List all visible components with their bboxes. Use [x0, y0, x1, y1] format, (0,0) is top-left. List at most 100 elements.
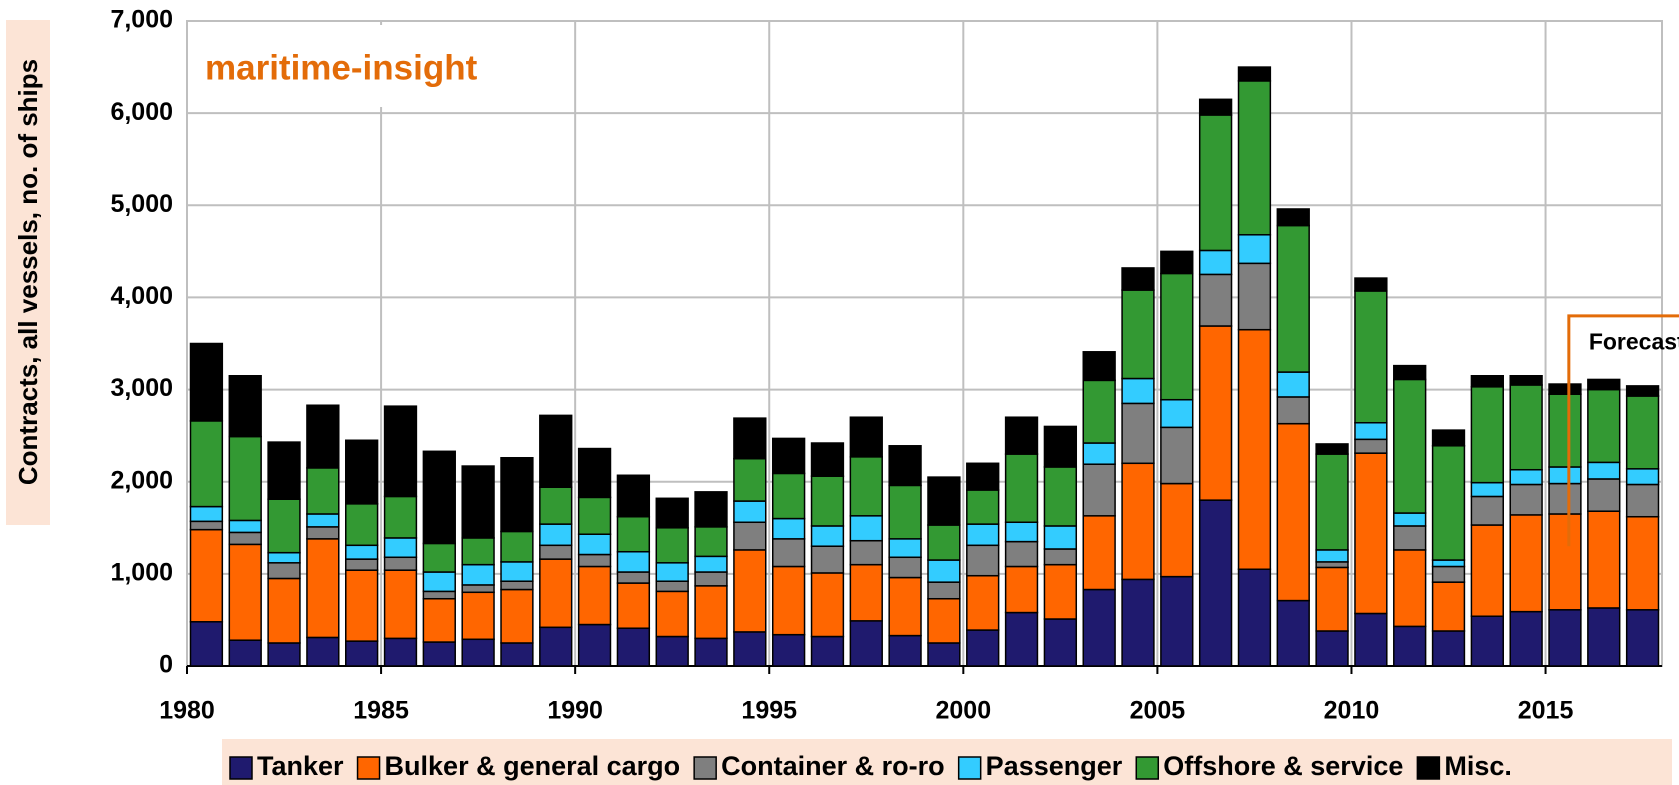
bar-segment [345, 544, 379, 560]
bar-segment [1276, 224, 1310, 373]
bar-segment [1043, 548, 1078, 566]
bar-segment [577, 565, 612, 626]
bar-segment [500, 580, 534, 591]
bar-segment [1548, 466, 1582, 485]
legend-swatch [356, 756, 381, 780]
bar-segment [539, 523, 573, 547]
bar-segment [1431, 565, 1466, 583]
bar-segment [733, 521, 767, 551]
x-tick-label: 1985 [353, 697, 409, 725]
bar-segment [966, 489, 1000, 525]
bar-segment [616, 582, 651, 629]
bar-segment [345, 503, 379, 547]
bar-segment [1276, 371, 1310, 398]
y-tick-label: 1,000 [110, 558, 173, 586]
bar-segment [888, 576, 922, 637]
bar-segment [1160, 272, 1194, 401]
bar-segment [810, 525, 845, 547]
bar-segment [1431, 630, 1466, 667]
bar-segment [539, 626, 573, 667]
bar-segment [733, 457, 767, 502]
bar-segment [1276, 599, 1310, 667]
bar-segment [306, 538, 340, 639]
bar-segment [1393, 625, 1427, 667]
bar-segment [189, 505, 224, 523]
bar-segment [1509, 384, 1543, 471]
bar-segment [461, 591, 495, 641]
bar-segment [1043, 563, 1078, 620]
bar-segment [422, 571, 456, 593]
bar-segment [1354, 290, 1388, 424]
bar-segment [1625, 395, 1660, 470]
bar-segment [267, 577, 301, 644]
bar-segment [810, 475, 845, 527]
bar-segment [1625, 385, 1660, 397]
bar-segment [1625, 515, 1660, 611]
bar-segment [1315, 443, 1349, 455]
bar-segment [1587, 510, 1621, 609]
bar-segment [1509, 514, 1543, 613]
brand-box [191, 25, 421, 107]
bar-segment [810, 635, 845, 667]
bar-segment [1393, 512, 1427, 527]
bar-segment [1470, 375, 1504, 388]
bar-segment [577, 553, 612, 568]
bar-segment [771, 565, 806, 636]
bar-segment [1470, 615, 1504, 667]
bar-segment [577, 623, 612, 667]
bar-segment [927, 597, 961, 644]
bar-segment [888, 556, 922, 579]
bar-segment [694, 555, 728, 573]
bar-segment [577, 447, 612, 499]
bar-segment [1082, 463, 1116, 517]
bar-segment [1082, 442, 1116, 465]
bar-segment [810, 442, 845, 477]
bar-segment [577, 533, 612, 556]
y-label-box [6, 20, 50, 525]
bar-segment [267, 441, 301, 500]
bar-segment [1043, 525, 1078, 550]
bar-segment [849, 620, 883, 667]
bar-segment [267, 562, 301, 580]
bar-segment [1160, 426, 1194, 485]
bar-segment [383, 537, 418, 559]
bar-segment [422, 641, 456, 667]
bar-segment [306, 467, 340, 515]
bar-segment [1470, 386, 1504, 484]
bar-segment [422, 542, 456, 573]
bar-segment [1625, 468, 1660, 486]
bar-segment [189, 621, 224, 667]
bar-segment [306, 513, 340, 528]
bar-segment [771, 472, 806, 520]
bar-segment [888, 538, 922, 559]
bar-segment [422, 597, 456, 643]
bar-segment [1160, 250, 1194, 275]
y-axis-label: Contracts, all vessels, no. of ships [13, 59, 43, 485]
bar-segment [500, 642, 534, 667]
bar-segment [810, 572, 845, 638]
bar-segment [1315, 453, 1349, 551]
bar-segment [1587, 461, 1621, 480]
bar-segment [1121, 377, 1155, 405]
bar-segment [1354, 277, 1388, 292]
bar-segment [1198, 499, 1233, 667]
bar-segment [694, 526, 728, 558]
bar-segment [1198, 114, 1233, 252]
bar-segment [616, 474, 651, 518]
bar-segment [1354, 421, 1388, 441]
bar-segment [771, 437, 806, 475]
y-tick-label: 2,000 [110, 466, 173, 494]
bar-segment [1315, 549, 1349, 563]
bar-segment [1431, 445, 1466, 561]
bar-segment [733, 549, 767, 633]
bar-segment [1121, 267, 1155, 291]
bar-segment [1354, 612, 1388, 667]
bar-segment [1004, 540, 1039, 568]
bar-segment [1625, 483, 1660, 518]
bar-segment [927, 476, 961, 526]
bar-segment [228, 435, 262, 522]
bar-segment [422, 450, 456, 545]
bar-segment [383, 405, 418, 498]
bar-segment [306, 636, 340, 667]
